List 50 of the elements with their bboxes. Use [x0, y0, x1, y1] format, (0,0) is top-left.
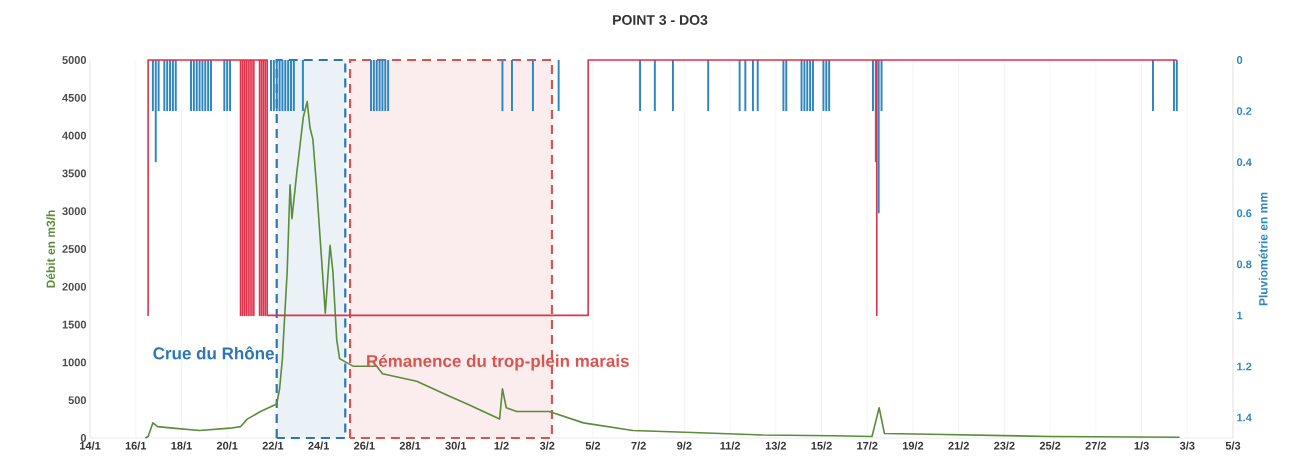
x-tick-label: 5/2	[585, 441, 601, 450]
y-tick-label: 1500	[62, 320, 87, 329]
y-tick-label: 4500	[62, 93, 87, 102]
x-tick-label: 30/1	[445, 441, 467, 450]
x-tick-label: 16/1	[125, 441, 147, 450]
x-tick-label: 23/2	[994, 441, 1015, 450]
y-tick-label: 3000	[62, 207, 87, 216]
x-tick-label: 5/3	[1225, 441, 1241, 450]
y2-tick-label: 0.2	[1236, 107, 1252, 115]
x-tick-label: 25/2	[1039, 441, 1061, 450]
x-tick-label: 28/1	[399, 441, 421, 450]
x-tick-label: 24/1	[308, 441, 330, 450]
x-tick-label: 1/2	[494, 441, 509, 450]
x-tick-label: 27/2	[1085, 441, 1107, 450]
x-tick-label: 22/1	[262, 441, 284, 450]
y-tick-label: 4000	[62, 131, 87, 140]
x-tick-label: 1/3	[1134, 441, 1149, 450]
x-tick-label: 3/3	[1179, 441, 1195, 450]
x-tick-label: 15/2	[811, 441, 832, 450]
x-tick-label: 19/2	[902, 441, 924, 450]
x-tick-label: 9/2	[677, 441, 692, 450]
y2-tick-label: 0.4	[1236, 158, 1252, 167]
x-tick-label: 21/2	[948, 441, 969, 450]
y-tick-label: 2000	[62, 282, 87, 291]
x-tick-label: 18/1	[171, 441, 192, 450]
y2-tick-label: 0.6	[1236, 209, 1252, 218]
y-tick-label: 0	[80, 434, 87, 442]
y-tick-label: 500	[68, 396, 87, 405]
x-tick-label: 3/2	[539, 441, 555, 450]
chart-title: POINT 3 - DO3	[613, 15, 708, 25]
x-tick-label: 7/2	[631, 441, 646, 450]
x-tick-label: 26/1	[354, 441, 375, 450]
y2-tick-label: 1.4	[1237, 413, 1252, 422]
y2-tick-label: 1.2	[1237, 362, 1252, 371]
y2-tick-label: 0.8	[1236, 260, 1252, 269]
y-axis-title: Débit en m3/h	[46, 210, 56, 288]
x-tick-label: 11/2	[720, 441, 741, 450]
x-tick-label: 20/1	[216, 441, 238, 450]
y-tick-label: 1000	[62, 358, 87, 367]
y2-tick-label: 1	[1237, 311, 1243, 320]
x-tick-label: 17/2	[857, 441, 878, 450]
y-tick-label: 3500	[62, 169, 87, 178]
x-tick-label: 13/2	[765, 441, 787, 450]
x-tick-label: 14/1	[80, 441, 101, 450]
y-tick-label: 2500	[62, 245, 87, 253]
y-tick-label: 5000	[62, 56, 87, 64]
y2-axis-title: Pluviométrie en mm	[1258, 192, 1268, 306]
band-label: Crue du Rhône	[153, 346, 274, 360]
y2-tick-label: 0	[1236, 56, 1243, 64]
band-label: Rémanence du trop-plein marais	[367, 354, 629, 371]
